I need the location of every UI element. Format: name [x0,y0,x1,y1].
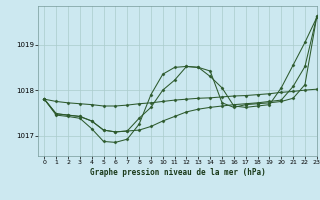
X-axis label: Graphe pression niveau de la mer (hPa): Graphe pression niveau de la mer (hPa) [90,168,266,177]
